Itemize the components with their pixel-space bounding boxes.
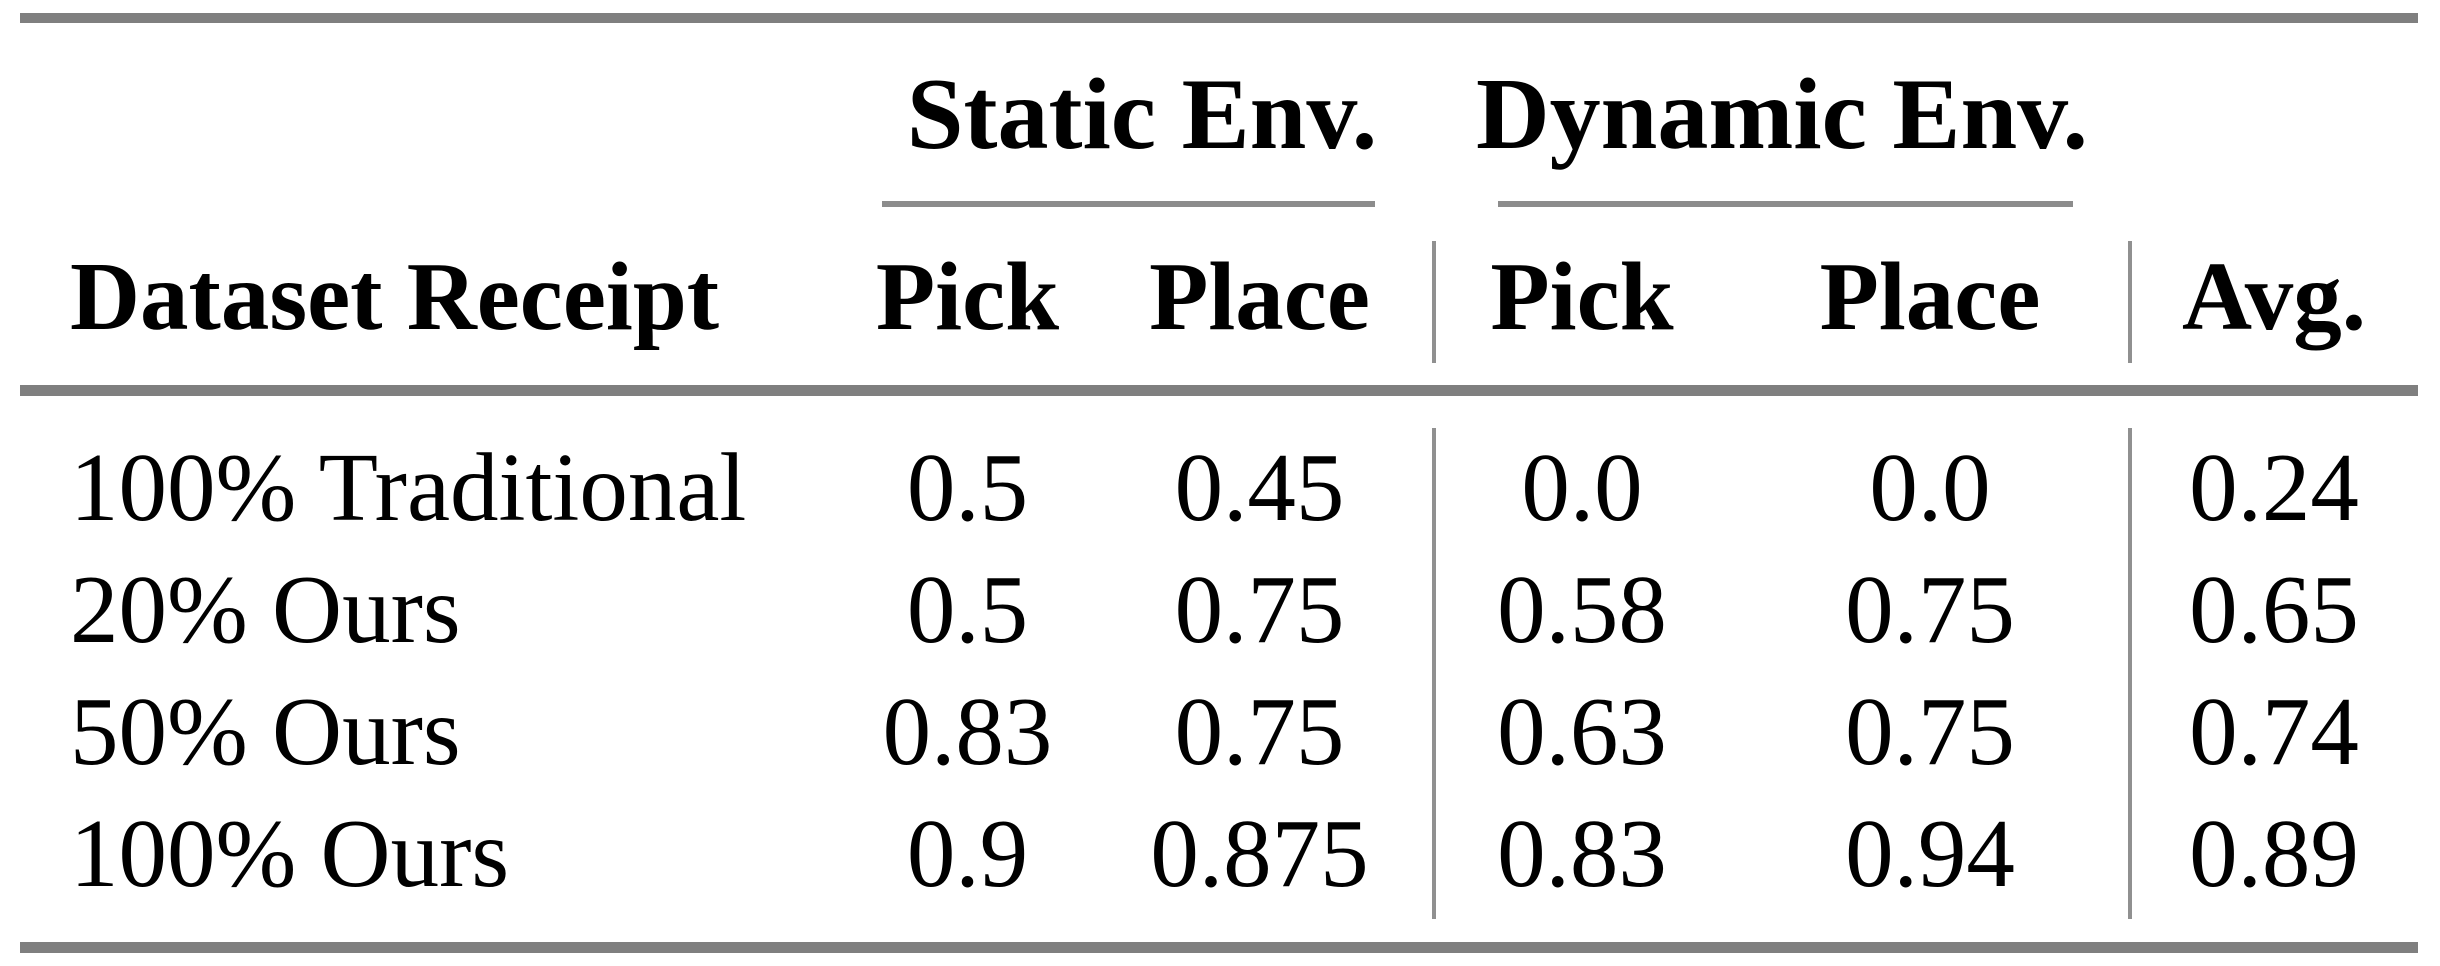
dynamic-env-cmidrule bbox=[1498, 201, 2073, 207]
static-env-cmidrule bbox=[882, 201, 1375, 207]
value-dynamic-place: 0.94 bbox=[1845, 799, 2015, 907]
column-divider-static-dynamic bbox=[1432, 241, 1436, 363]
header-dynamic-pick: Pick bbox=[1490, 242, 1674, 350]
table-row: 100% Traditional 0.5 0.45 0.0 0.0 0.24 bbox=[20, 426, 2418, 548]
value-dynamic-pick: 0.83 bbox=[1497, 799, 1667, 907]
group-header-spacer bbox=[20, 22, 850, 207]
table-top-rule bbox=[20, 13, 2418, 23]
value-dynamic-pick: 0.0 bbox=[1521, 433, 1643, 541]
header-dynamic-place: Place bbox=[1819, 242, 2041, 350]
value-static-place: 0.75 bbox=[1174, 555, 1345, 663]
table-row: 100% Ours 0.9 0.875 0.83 0.94 0.89 bbox=[20, 792, 2418, 914]
group-header-spacer bbox=[2130, 22, 2418, 207]
value-static-pick: 0.9 bbox=[906, 799, 1029, 907]
header-static-place: Place bbox=[1149, 242, 1370, 350]
row-label: 100% Traditional bbox=[70, 433, 747, 541]
value-static-place: 0.75 bbox=[1174, 677, 1345, 785]
value-dynamic-pick: 0.58 bbox=[1497, 555, 1667, 663]
value-static-pick: 0.83 bbox=[882, 677, 1053, 785]
value-static-place: 0.45 bbox=[1174, 433, 1345, 541]
value-dynamic-place: 0.75 bbox=[1845, 555, 2015, 663]
group-header-dynamic-env: Dynamic Env. bbox=[1475, 58, 2089, 171]
table-bottom-rule bbox=[20, 942, 2418, 953]
value-avg: 0.74 bbox=[2189, 677, 2359, 785]
row-label: 20% Ours bbox=[70, 555, 461, 663]
table-row: 20% Ours 0.5 0.75 0.58 0.75 0.65 bbox=[20, 548, 2418, 670]
group-header-static-env: Static Env. bbox=[906, 58, 1378, 171]
group-header-row: Static Env. Dynamic Env. bbox=[20, 22, 2418, 207]
column-divider-dynamic-avg bbox=[2128, 241, 2132, 363]
value-static-pick: 0.5 bbox=[906, 555, 1029, 663]
value-static-pick: 0.5 bbox=[906, 433, 1029, 541]
table-header-rule bbox=[20, 385, 2418, 396]
header-static-pick: Pick bbox=[875, 242, 1060, 350]
value-avg: 0.65 bbox=[2189, 555, 2359, 663]
value-avg: 0.24 bbox=[2189, 433, 2359, 541]
column-divider-static-dynamic bbox=[1432, 428, 1436, 919]
column-header-row: Dataset Receipt Pick Place Pick Place Av… bbox=[20, 207, 2418, 385]
header-avg: Avg. bbox=[2181, 242, 2367, 350]
header-dataset-receipt: Dataset Receipt bbox=[70, 242, 720, 350]
row-label: 100% Ours bbox=[70, 799, 510, 907]
table-body: Static Env. Dynamic Env. Dataset Receipt… bbox=[20, 22, 2418, 914]
value-avg: 0.89 bbox=[2189, 799, 2359, 907]
table-row: 50% Ours 0.83 0.75 0.63 0.75 0.74 bbox=[20, 670, 2418, 792]
rule-spacer bbox=[20, 385, 2418, 426]
row-label: 50% Ours bbox=[70, 677, 461, 785]
value-dynamic-place: 0.0 bbox=[1869, 433, 1991, 541]
value-dynamic-place: 0.75 bbox=[1845, 677, 2015, 785]
value-static-place: 0.875 bbox=[1150, 799, 1369, 907]
column-divider-dynamic-avg bbox=[2128, 428, 2132, 919]
value-dynamic-pick: 0.63 bbox=[1497, 677, 1667, 785]
